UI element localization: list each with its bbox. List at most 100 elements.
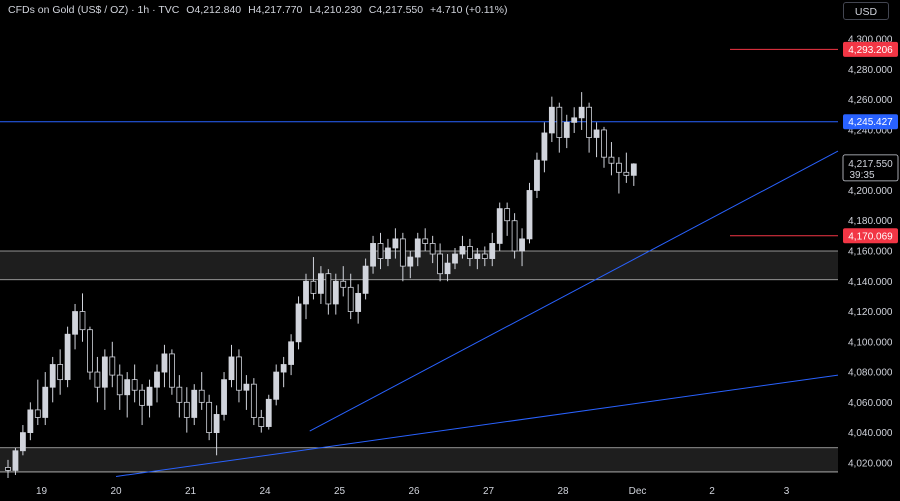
candle-26[interactable] (198, 372, 205, 410)
candle-25[interactable] (191, 384, 198, 426)
candle-71[interactable] (534, 152, 540, 199)
candle-72[interactable] (541, 122, 548, 173)
trendline-1[interactable] (115, 374, 839, 477)
candle-63[interactable] (474, 247, 481, 270)
candle-9[interactable] (72, 303, 78, 350)
candle-58[interactable] (437, 243, 444, 282)
candle-16[interactable] (124, 372, 131, 418)
candle-body (228, 356, 235, 381)
candle-35[interactable] (265, 394, 272, 430)
candle-12[interactable] (94, 356, 101, 403)
candle-10[interactable] (79, 293, 86, 342)
candle-6[interactable] (49, 356, 56, 403)
candle-30[interactable] (228, 344, 235, 388)
candle-67[interactable] (504, 202, 511, 236)
candle-82[interactable] (616, 157, 622, 194)
candle-23[interactable] (176, 375, 183, 418)
symbol-title[interactable]: CFDs on Gold (US$ / OZ) · 1h · TVC (8, 4, 180, 16)
candle-74[interactable] (556, 102, 563, 153)
candle-69[interactable] (519, 228, 525, 267)
candle-46[interactable] (347, 273, 354, 320)
candle-24[interactable] (183, 387, 190, 433)
candle-39[interactable] (295, 296, 302, 350)
candle-17[interactable] (131, 364, 138, 403)
candle-22[interactable] (168, 349, 175, 395)
candle-13[interactable] (101, 349, 108, 410)
candle-43[interactable] (325, 269, 332, 315)
candle-5[interactable] (42, 372, 49, 426)
candle-20[interactable] (154, 364, 160, 403)
candle-38[interactable] (288, 334, 295, 376)
candle-32[interactable] (243, 375, 250, 410)
candle-36[interactable] (273, 364, 280, 406)
candle-70[interactable] (526, 182, 533, 244)
candle-19[interactable] (146, 379, 153, 418)
candle-48[interactable] (362, 258, 369, 300)
candle-11[interactable] (87, 326, 93, 380)
candle-78[interactable] (586, 102, 592, 153)
candle-77[interactable] (578, 92, 585, 130)
candle-50[interactable] (377, 232, 384, 270)
candle-65[interactable] (489, 232, 496, 267)
candle-8[interactable] (64, 326, 71, 388)
candle-55[interactable] (414, 232, 421, 267)
candle-61[interactable] (459, 235, 466, 259)
candle-29[interactable] (221, 372, 227, 421)
price-labels: 4,293.206 4,245.427 4,170.069 4,217.55039:3… (842, 41, 899, 244)
trendline-0[interactable] (309, 150, 839, 432)
candle-84[interactable] (630, 163, 637, 186)
candle-3[interactable] (27, 402, 34, 441)
candle-33[interactable] (250, 378, 257, 426)
candle-75[interactable] (563, 114, 570, 149)
candle-40[interactable] (303, 273, 309, 320)
candle-45[interactable] (340, 266, 347, 297)
candle-41[interactable] (310, 257, 317, 300)
candle-49[interactable] (370, 235, 376, 274)
candle-51[interactable] (385, 238, 391, 267)
candle-body (79, 311, 86, 331)
candle-56[interactable] (422, 228, 429, 251)
candle-15[interactable] (116, 364, 123, 410)
y-tick-label: 4,040.000 (848, 428, 893, 439)
candle-54[interactable] (407, 251, 414, 279)
candle-7[interactable] (57, 349, 64, 395)
candle-83[interactable] (623, 152, 630, 183)
candle-53[interactable] (399, 232, 406, 282)
candle-57[interactable] (429, 235, 436, 264)
candle-44[interactable] (332, 273, 339, 315)
candle-62[interactable] (466, 238, 473, 267)
candle-60[interactable] (452, 247, 458, 270)
candle-1[interactable] (12, 447, 19, 475)
candle-76[interactable] (571, 107, 578, 133)
candle-34[interactable] (258, 409, 265, 433)
candle-21[interactable] (161, 344, 168, 388)
candle-81[interactable] (608, 142, 615, 176)
candle-27[interactable] (206, 394, 213, 441)
candle-28[interactable] (213, 405, 220, 456)
x-tick-label: 3 (784, 486, 790, 497)
candle-80[interactable] (601, 126, 607, 168)
candle-2[interactable] (19, 425, 26, 456)
candle-body (273, 371, 280, 400)
candle-18[interactable] (139, 384, 146, 426)
candle-68[interactable] (511, 213, 518, 259)
currency-button[interactable]: USD (843, 2, 889, 20)
candle-0[interactable] (5, 459, 11, 478)
candle-14[interactable] (109, 341, 116, 388)
candle-59[interactable] (444, 254, 451, 282)
candle-47[interactable] (355, 284, 362, 324)
candle-42[interactable] (317, 266, 324, 304)
candle-body (489, 243, 496, 259)
candle-body (623, 171, 630, 176)
candle-37[interactable] (280, 356, 287, 388)
candle-64[interactable] (481, 246, 488, 267)
candle-66[interactable] (496, 202, 503, 251)
candle-body (250, 383, 257, 418)
candle-4[interactable] (34, 379, 41, 426)
candle-31[interactable] (236, 349, 242, 403)
candle-73[interactable] (548, 96, 555, 143)
candle-52[interactable] (392, 228, 399, 259)
candle-79[interactable] (593, 122, 600, 158)
